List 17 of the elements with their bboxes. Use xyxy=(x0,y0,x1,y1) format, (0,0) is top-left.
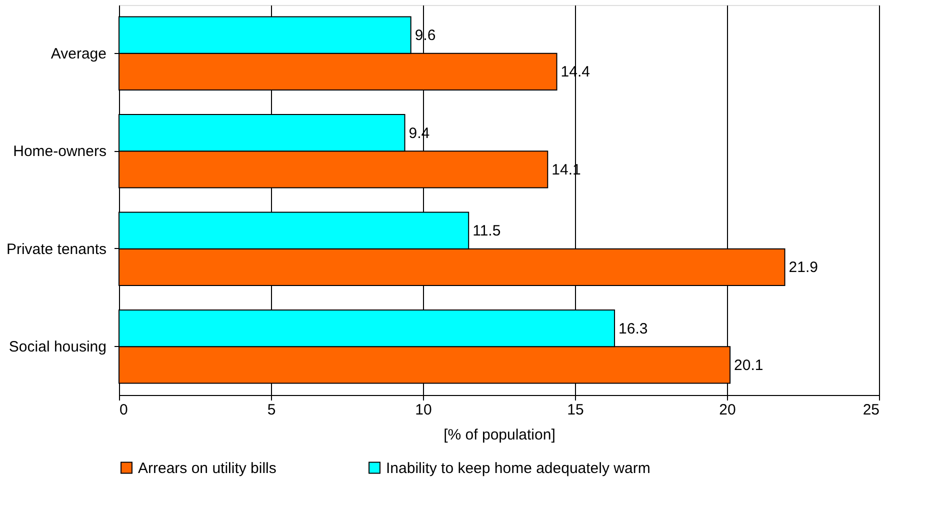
x-tick-label: 0 xyxy=(120,402,128,418)
legend-label: Arrears on utility bills xyxy=(138,460,276,477)
x-tick-label: 5 xyxy=(267,402,276,418)
y-tick-label: Private tenants xyxy=(6,240,106,258)
y-tick-label: Home-owners xyxy=(13,143,106,160)
x-tick-label: 25 xyxy=(862,402,880,418)
data-label: 20.1 xyxy=(734,356,764,374)
y-tick-label: Average xyxy=(50,45,106,62)
x-tick-label: 10 xyxy=(415,402,432,418)
y-tick-label: Social housing xyxy=(8,338,106,356)
data-label: 21.9 xyxy=(788,259,818,276)
x-tick-label: 20 xyxy=(719,402,736,418)
x-tick-label: 15 xyxy=(567,402,584,418)
x-axis-title: [% of population] xyxy=(444,426,556,444)
data-label: 11.5 xyxy=(472,222,501,240)
data-label: 16.3 xyxy=(618,320,648,338)
legend-label: Inability to keep home adequately warm xyxy=(386,460,650,477)
